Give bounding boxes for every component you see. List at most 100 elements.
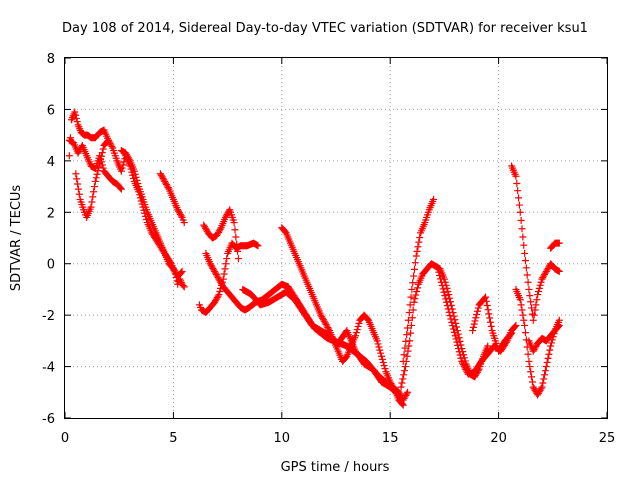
data-point-marker xyxy=(98,149,106,157)
data-point-marker xyxy=(453,338,461,346)
data-point-marker xyxy=(536,281,544,289)
data-point-marker xyxy=(518,225,526,233)
data-series xyxy=(200,206,242,263)
data-point-marker xyxy=(484,342,492,350)
x-tick-label: 10 xyxy=(274,431,291,446)
plot-frame xyxy=(64,57,608,419)
data-point-marker xyxy=(223,255,231,263)
data-point-marker xyxy=(94,167,102,175)
data-point-marker xyxy=(411,295,419,303)
data-point-marker xyxy=(446,312,454,320)
data-point-marker xyxy=(517,217,525,225)
data-point-marker xyxy=(74,180,82,188)
data-point-marker xyxy=(521,329,529,337)
data-point-marker xyxy=(512,321,520,329)
data-point-marker xyxy=(406,301,414,309)
data-point-marker xyxy=(177,212,185,220)
axis-ticks xyxy=(64,57,608,419)
data-point-marker xyxy=(379,358,387,366)
data-series xyxy=(117,147,186,281)
data-point-marker xyxy=(89,193,97,201)
data-point-marker xyxy=(446,294,454,302)
data-point-marker xyxy=(457,354,465,362)
data-point-marker xyxy=(373,337,381,345)
data-point-marker xyxy=(538,383,546,391)
data-point-marker xyxy=(404,316,412,324)
data-point-marker xyxy=(522,264,530,272)
data-point-marker xyxy=(462,365,470,373)
data-point-marker xyxy=(215,291,223,299)
data-point-marker xyxy=(401,344,409,352)
data-point-marker xyxy=(88,198,96,206)
data-point-marker xyxy=(231,226,239,234)
data-point-marker xyxy=(458,357,466,365)
data-point-marker xyxy=(376,346,384,354)
data-point-marker xyxy=(179,282,187,290)
data-point-marker xyxy=(445,291,453,299)
data-point-marker xyxy=(390,384,398,392)
data-point-marker xyxy=(65,152,73,160)
data-point-marker xyxy=(91,177,99,185)
data-point-marker xyxy=(405,342,413,350)
data-point-marker xyxy=(375,343,383,351)
data-point-marker xyxy=(454,330,462,338)
data-point-marker xyxy=(434,265,442,273)
data-point-marker xyxy=(117,167,125,175)
data-point-marker xyxy=(410,298,418,306)
data-point-marker xyxy=(87,203,95,211)
data-point-marker xyxy=(410,265,418,273)
data-point-marker xyxy=(404,347,412,355)
data-point-marker xyxy=(449,322,457,330)
data-point-marker xyxy=(511,322,519,330)
data-point-marker xyxy=(214,292,222,300)
data-point-marker xyxy=(531,306,539,314)
data-point-marker xyxy=(555,239,563,247)
data-point-marker xyxy=(470,320,478,328)
x-tick-label: 25 xyxy=(599,431,616,446)
data-point-marker xyxy=(518,306,526,314)
data-point-marker xyxy=(407,329,415,337)
data-point-marker xyxy=(455,348,463,356)
data-point-marker xyxy=(254,242,262,250)
data-point-marker xyxy=(487,322,495,330)
data-point-marker xyxy=(455,334,463,342)
data-point-marker xyxy=(233,240,241,248)
data-point-marker xyxy=(108,142,116,150)
data-point-marker xyxy=(71,108,79,116)
data-point-marker xyxy=(482,293,490,301)
data-point-marker xyxy=(234,247,242,255)
data-point-marker xyxy=(399,375,407,383)
y-tick-label: 6 xyxy=(47,103,55,118)
data-point-marker xyxy=(352,332,360,340)
data-point-marker xyxy=(73,118,81,126)
x-tick-label: 5 xyxy=(169,431,177,446)
data-series xyxy=(156,170,188,227)
data-point-marker xyxy=(519,311,527,319)
data-point-marker xyxy=(97,152,105,160)
data-point-marker xyxy=(403,331,411,339)
data-point-marker xyxy=(532,301,540,309)
y-tick-label: 2 xyxy=(47,206,55,221)
data-point-marker xyxy=(178,267,186,275)
data-point-marker xyxy=(125,155,133,163)
data-series xyxy=(65,136,125,193)
data-point-marker xyxy=(450,328,458,336)
data-point-marker xyxy=(92,174,100,182)
data-point-marker xyxy=(325,325,333,333)
data-point-marker xyxy=(408,314,416,322)
data-point-marker xyxy=(543,358,551,366)
data-point-marker xyxy=(523,271,531,279)
data-point-marker xyxy=(441,292,449,300)
x-tick-label: 0 xyxy=(61,431,69,446)
data-point-marker xyxy=(118,164,126,172)
data-point-marker xyxy=(483,302,491,309)
data-point-marker xyxy=(398,400,406,408)
data-point-marker xyxy=(486,314,494,322)
data-point-marker xyxy=(546,346,554,354)
data-point-marker xyxy=(447,315,455,323)
data-point-marker xyxy=(180,283,188,291)
data-point-marker xyxy=(555,267,563,275)
data-point-marker xyxy=(460,362,468,370)
data-point-marker xyxy=(177,277,185,285)
data-series xyxy=(547,239,563,252)
